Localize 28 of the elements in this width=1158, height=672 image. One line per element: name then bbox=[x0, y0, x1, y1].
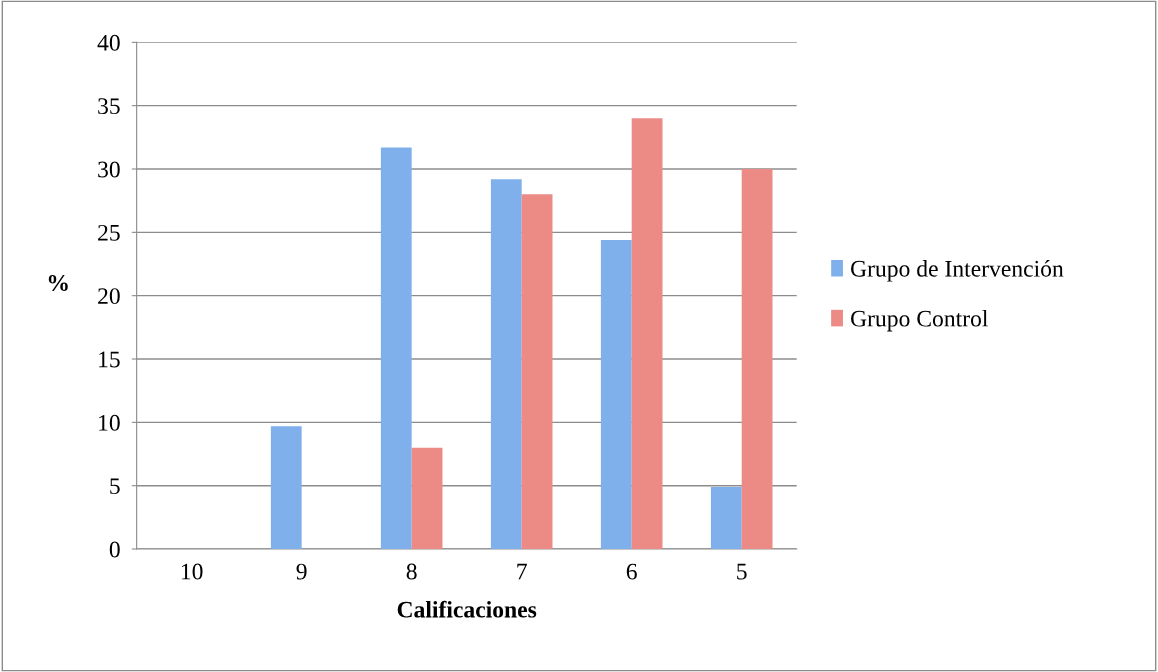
y-tick-label: 40 bbox=[97, 34, 120, 51]
y-tick-label: 20 bbox=[98, 288, 120, 305]
y-tick-label: 35 bbox=[98, 98, 120, 115]
y-tick-label: 30 bbox=[98, 161, 120, 178]
bar bbox=[741, 169, 773, 550]
x-tick-label: 5 bbox=[737, 563, 747, 580]
x-tick-label: 9 bbox=[296, 563, 307, 580]
bar bbox=[411, 447, 443, 550]
y-tick-label: 10 bbox=[99, 414, 120, 431]
y-tick-label: 0 bbox=[109, 541, 120, 558]
bar bbox=[631, 118, 663, 550]
y-axis-title: % bbox=[48, 274, 68, 291]
bar bbox=[521, 194, 553, 550]
x-tick-label: 10 bbox=[181, 563, 203, 580]
legend-label: Grupo de Intervención bbox=[851, 260, 1064, 282]
x-tick-label: 8 bbox=[406, 563, 417, 580]
bar bbox=[710, 486, 742, 550]
bar bbox=[270, 426, 302, 550]
x-axis-title: Calificaciones bbox=[397, 600, 537, 618]
bar bbox=[600, 239, 632, 550]
bar bbox=[490, 179, 522, 550]
y-tick-label: 25 bbox=[98, 224, 120, 241]
y-tick-label: 5 bbox=[110, 478, 120, 495]
legend-label: Grupo Control bbox=[851, 309, 988, 332]
x-tick-label: 7 bbox=[517, 563, 527, 580]
bar bbox=[380, 147, 412, 550]
y-tick-label: 15 bbox=[99, 351, 120, 368]
x-tick-label: 6 bbox=[626, 563, 637, 580]
